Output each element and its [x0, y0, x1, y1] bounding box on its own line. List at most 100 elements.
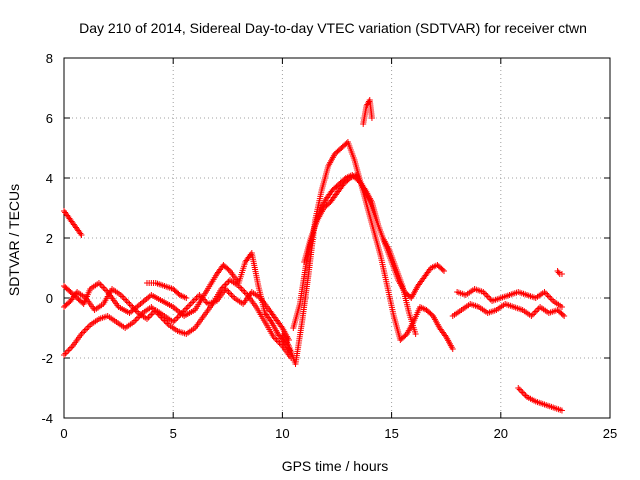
data-point [412, 331, 419, 337]
series-pass-l [515, 385, 565, 414]
axis-ticks: 0 5 10 15 20 25 -4 -2 0 2 4 6 8 [41, 51, 617, 441]
data-point [559, 311, 566, 318]
x-axis-label: GPS time / hours [282, 458, 389, 474]
data-point [183, 295, 190, 301]
x-tick-label: 15 [384, 426, 398, 441]
data-point [123, 298, 130, 304]
data-point [519, 389, 526, 396]
data-point [545, 293, 552, 300]
data-point [63, 349, 70, 355]
data-point [81, 328, 88, 334]
y-tick-label: -4 [41, 411, 53, 426]
series-pass-c [61, 286, 292, 343]
data-point [97, 281, 104, 288]
data-points [61, 97, 568, 414]
data-point [100, 284, 107, 291]
data-point [483, 292, 490, 298]
data-point [186, 302, 193, 309]
data-point [238, 286, 245, 292]
data-point [521, 391, 528, 397]
data-point [229, 293, 236, 300]
data-point [101, 286, 108, 292]
data-point [240, 287, 247, 294]
series-pass-m [554, 268, 565, 277]
data-point [558, 407, 565, 414]
data-point [149, 305, 156, 312]
data-point [228, 292, 235, 298]
y-tick-label: 4 [46, 171, 53, 186]
x-tick-label: 5 [170, 426, 177, 441]
data-point [529, 311, 536, 318]
data-point [241, 289, 248, 295]
data-point [125, 299, 132, 306]
y-tick-label: -2 [41, 351, 53, 366]
data-point [120, 295, 127, 301]
data-point [132, 317, 139, 324]
data-point [133, 316, 140, 322]
data-point [189, 299, 196, 306]
x-tick-label: 10 [275, 426, 289, 441]
data-point [126, 301, 133, 307]
data-point [192, 296, 199, 303]
series-pass-a [61, 208, 85, 238]
data-point [548, 296, 555, 303]
series-pass-j [454, 286, 565, 310]
data-point [171, 317, 178, 324]
series-pass-i [360, 97, 375, 127]
data-point [222, 281, 229, 288]
x-tick-label: 0 [60, 426, 67, 441]
data-point [183, 305, 190, 312]
data-point [518, 388, 525, 394]
x-tick-label: 20 [494, 426, 508, 441]
data-point [558, 304, 565, 310]
data-point [542, 290, 549, 297]
data-point [226, 290, 233, 297]
data-point [555, 269, 562, 276]
data-point [174, 314, 181, 321]
series-pass-b [61, 250, 295, 355]
y-tick-label: 8 [46, 51, 53, 66]
data-point [558, 271, 565, 277]
data-point [449, 346, 456, 352]
data-point [516, 386, 523, 393]
data-point [225, 266, 232, 273]
data-point [187, 301, 194, 307]
series-pass-e [143, 280, 190, 301]
data-point [145, 314, 152, 321]
data-point [532, 308, 539, 315]
grid [64, 58, 610, 418]
chart-title: Day 210 of 2014, Sidereal Day-to-day VTE… [79, 20, 587, 36]
data-point [441, 268, 448, 274]
data-point [439, 266, 446, 273]
data-point [68, 344, 75, 351]
series-pass-k [449, 301, 568, 319]
data-point [85, 323, 92, 330]
data-point [66, 346, 73, 352]
data-point [61, 352, 67, 358]
data-point [561, 313, 568, 319]
data-point [148, 311, 155, 318]
data-point [84, 325, 91, 331]
y-tick-label: 2 [46, 231, 53, 246]
data-point [62, 350, 69, 357]
series-pass-h [301, 172, 419, 337]
data-point [119, 293, 126, 300]
data-point [122, 296, 129, 303]
data-point [78, 232, 85, 238]
data-point [225, 289, 232, 295]
y-tick-label: 0 [46, 291, 53, 306]
data-point [82, 326, 89, 333]
data-point [65, 347, 72, 354]
data-point [184, 304, 191, 310]
y-axis-label: SDTVAR / TECUs [6, 184, 22, 296]
data-point [484, 293, 491, 300]
data-point [547, 295, 554, 301]
data-point [237, 284, 244, 291]
data-point [221, 283, 228, 289]
data-point [193, 295, 200, 301]
series-pass-d [61, 277, 295, 361]
data-point [79, 329, 86, 336]
data-point [515, 385, 522, 391]
x-tick-label: 25 [603, 426, 617, 441]
